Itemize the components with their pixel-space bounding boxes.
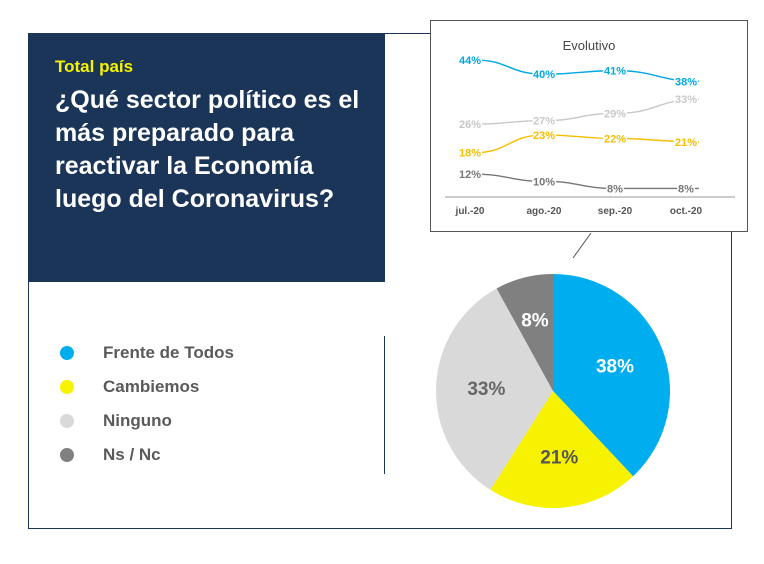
legend-item: Frente de Todos — [60, 336, 234, 370]
pie-slice-label: 21% — [540, 447, 578, 468]
pie-slice-ninguno — [435, 288, 553, 490]
pie-slice-ns-nc — [496, 274, 553, 391]
pie-slice-label: 38% — [596, 356, 634, 377]
series-line-cambiemos — [473, 134, 700, 154]
legend-swatch — [60, 448, 74, 462]
data-label: 23% — [533, 130, 555, 142]
legend-item: Ns / Nc — [60, 438, 234, 472]
series-line-ninguno — [473, 98, 700, 125]
subtitle: Total país — [55, 57, 134, 76]
data-label: 27% — [533, 116, 555, 128]
legend-label: Frente de Todos — [103, 343, 234, 362]
data-label: 18% — [459, 148, 481, 160]
legend-item: Ninguno — [60, 404, 234, 438]
legend-swatch — [60, 380, 74, 394]
data-label: 8% — [607, 183, 623, 195]
inset-title: Evolutivo — [562, 38, 616, 53]
data-label: 12% — [459, 169, 481, 181]
legend-swatch — [60, 414, 74, 428]
pie-slice-frente-de-todos — [553, 274, 671, 477]
data-label: 41% — [604, 66, 626, 78]
data-label: 10% — [533, 176, 555, 188]
series-line-frente-de-todos — [473, 59, 700, 83]
x-tick-label: oct.-20 — [670, 206, 703, 217]
data-label: 22% — [604, 133, 626, 145]
data-label: 44% — [459, 55, 481, 67]
data-label: 40% — [533, 69, 555, 81]
series-line-ns-nc — [473, 173, 699, 190]
evolution-inset: Evolutivo jul.-20 ago.-20 sep.-20 oct.-20 44… — [430, 20, 748, 232]
legend-item: Cambiemos — [60, 370, 234, 404]
legend-label: Cambiemos — [103, 377, 200, 396]
legend-divider — [384, 336, 385, 474]
legend-swatch — [60, 346, 74, 360]
x-tick-label: jul.-20 — [455, 206, 485, 217]
legend-label: Ns / Nc — [103, 445, 161, 464]
legend-label: Ninguno — [103, 411, 172, 430]
chart-title: ¿Qué sector político es el más preparado… — [55, 86, 360, 213]
data-label: 29% — [604, 108, 626, 120]
pie-slice-cambiemos — [490, 391, 634, 509]
data-label: 26% — [459, 119, 481, 131]
title-panel: Total país ¿Qué sector político es el má… — [28, 33, 385, 282]
data-label: 21% — [675, 137, 697, 149]
data-label: 38% — [675, 76, 697, 88]
data-label: 33% — [675, 94, 697, 106]
pie-slice-label: 33% — [467, 379, 505, 400]
x-tick-label: ago.-20 — [526, 206, 561, 217]
x-tick-label: sep.-20 — [598, 206, 633, 217]
pie-slice-label: 8% — [521, 311, 549, 332]
evolution-line-chart: jul.-20 ago.-20 sep.-20 oct.-20 44% 40% 41% 38%… — [445, 53, 735, 217]
legend: Frente de Todos Cambiemos Ninguno Ns / N… — [60, 336, 234, 472]
data-label: 8% — [678, 183, 694, 195]
